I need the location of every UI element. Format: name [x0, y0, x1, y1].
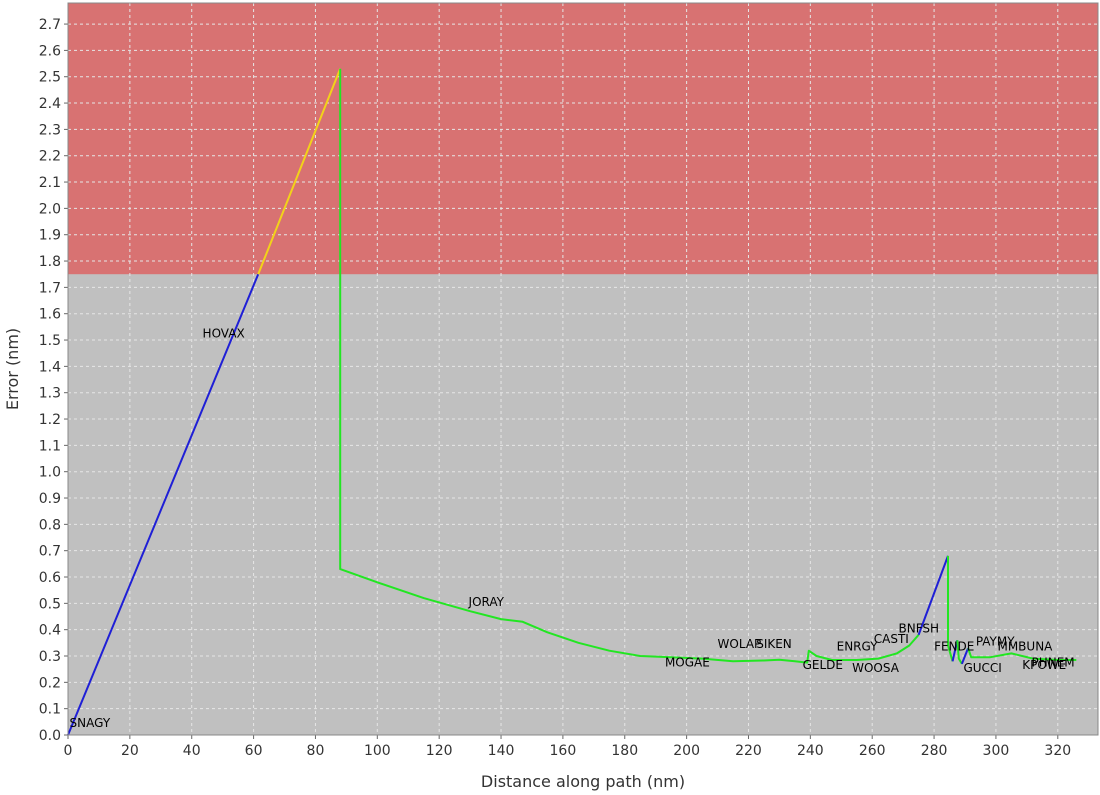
y-tick-label: 1.3	[39, 386, 61, 402]
error-line-segment	[967, 647, 1077, 661]
x-tick-label: 20	[121, 743, 139, 759]
x-tick-label: 100	[364, 743, 391, 759]
y-tick-label: 0.7	[39, 544, 61, 560]
y-tick-label: 0.5	[39, 596, 61, 612]
y-tick-label: 2.7	[39, 17, 61, 33]
y-tick-label: 2.0	[39, 201, 61, 217]
grid	[67, 3, 1098, 736]
error-line-segment	[960, 647, 970, 665]
y-tick-label: 0.1	[39, 702, 61, 718]
x-tick-label: 80	[307, 743, 325, 759]
y-tick-label: 1.1	[39, 438, 61, 454]
x-tick-label: 60	[245, 743, 263, 759]
limit-region	[68, 3, 1098, 275]
error-line-segment	[947, 555, 954, 662]
y-axis: 0.0 0.1 0.2 0.3 0.4 0.5 0.6 0.7 0.8 0.9 1.0 1.1 1.2 1…	[39, 17, 68, 744]
x-tick-label: 180	[611, 743, 638, 759]
y-tick-label: 2.1	[39, 175, 61, 191]
y-tick-label: 0.8	[39, 517, 61, 533]
y-axis-title: Error (nm)	[3, 328, 22, 410]
x-tick-label: 140	[488, 743, 515, 759]
y-tick-label: 0.2	[39, 675, 61, 691]
x-tick-label: 220	[735, 743, 762, 759]
x-tick-label: 240	[797, 743, 824, 759]
y-tick-label: 1.5	[39, 333, 61, 349]
y-tick-label: 1.8	[39, 254, 61, 270]
x-tick-label: 0	[64, 743, 73, 759]
y-tick-label: 2.3	[39, 122, 61, 138]
y-tick-label: 1.2	[39, 412, 61, 428]
waypoint-label: SIKEN	[756, 637, 792, 651]
x-tick-label: 120	[426, 743, 453, 759]
y-tick-label: 0.3	[39, 649, 61, 665]
waypoint-label: GUCCI	[963, 661, 1001, 675]
y-tick-label: 0.6	[39, 570, 61, 586]
y-tick-label: 2.2	[39, 149, 61, 165]
waypoint-label: PHNEM	[1031, 656, 1074, 670]
y-tick-label: 1.0	[39, 465, 61, 481]
waypoint-label: JORAY	[468, 595, 505, 609]
y-tick-label: 2.4	[39, 96, 61, 112]
x-tick-label: 200	[673, 743, 700, 759]
waypoint-label: HOVAX	[203, 326, 245, 340]
error-line-segment	[917, 555, 949, 636]
y-tick-label: 0.9	[39, 491, 61, 507]
x-tick-label: 40	[183, 743, 201, 759]
y-tick-label: 0.0	[39, 728, 61, 744]
series-lines	[67, 68, 1077, 736]
y-tick-label: 1.7	[39, 280, 61, 296]
plot-border	[67, 2, 1099, 736]
x-tick-label: 320	[1044, 743, 1071, 759]
y-tick-label: 1.9	[39, 228, 61, 244]
error-line-segment	[951, 639, 959, 662]
y-tick-label: 0.4	[39, 623, 61, 639]
y-tick-label: 1.6	[39, 307, 61, 323]
error-line-segment	[67, 273, 260, 736]
waypoint-label: CASTI	[874, 632, 909, 646]
waypoint-label: MOGAE	[665, 656, 710, 670]
x-tick-label: 160	[550, 743, 577, 759]
x-axis: 0 20 40 60 80 100 120 140 160 180 200 220 240 260 280 3…	[64, 735, 1071, 759]
x-tick-label: 260	[859, 743, 886, 759]
waypoint-label: WOOSA	[852, 661, 900, 675]
error-line-segment	[956, 640, 963, 665]
x-tick-label: 280	[921, 743, 948, 759]
waypoint-label: ENRGY	[837, 640, 879, 654]
waypoint-label: MMBUNA	[997, 640, 1053, 654]
y-tick-label: 2.5	[39, 70, 61, 86]
waypoint-label: GELDE	[803, 658, 843, 672]
waypoint-label: FENDE	[934, 640, 974, 654]
y-tick-label: 1.4	[39, 359, 61, 375]
error-line-segment	[339, 68, 920, 664]
y-tick-label: 2.6	[39, 43, 61, 59]
x-tick-label: 300	[983, 743, 1010, 759]
waypoint-label: WOLAP	[718, 637, 762, 651]
error-line-segment	[257, 68, 342, 275]
waypoint-label: PAYMY	[976, 634, 1015, 648]
waypoint-label: BNFSH	[898, 621, 939, 635]
x-axis-title: Distance along path (nm)	[481, 772, 685, 791]
waypoint-label: KPOWE	[1022, 658, 1066, 672]
waypoint-label: SNAGY	[70, 716, 111, 730]
